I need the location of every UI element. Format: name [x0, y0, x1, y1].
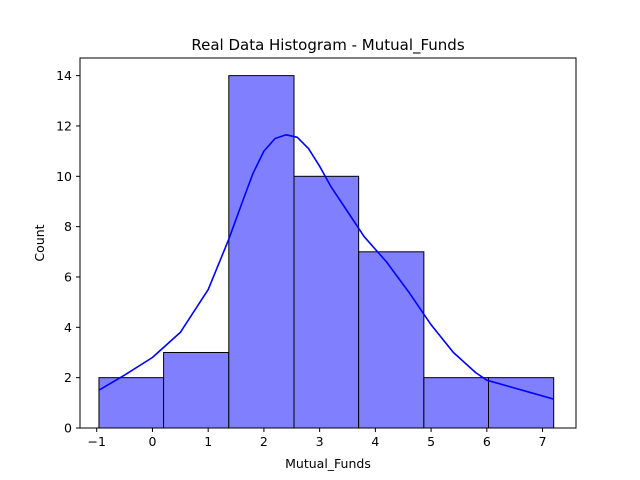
histogram-bar	[488, 377, 555, 429]
histogram-bar	[98, 377, 165, 429]
x-tick-label: 3	[316, 434, 324, 449]
y-tick-label: 0	[64, 421, 72, 436]
x-tick-label: 1	[204, 434, 212, 449]
y-axis-label: Count	[32, 224, 47, 261]
x-axis-label: Mutual_Funds	[285, 456, 371, 471]
histogram-bar	[423, 377, 490, 429]
x-tick-label: 2	[260, 434, 268, 449]
x-axis-ticks: −1 0 1 2 3 4 5 6 7	[88, 428, 547, 449]
histogram-bar	[163, 351, 230, 429]
x-tick-label: 7	[539, 434, 547, 449]
histogram-bar	[293, 175, 360, 429]
y-tick-label: 8	[64, 219, 72, 234]
bars-group	[98, 75, 555, 429]
y-tick-label: 14	[56, 68, 72, 83]
kde-curve	[98, 134, 554, 400]
x-tick-label: 6	[483, 434, 491, 449]
chart-title: Real Data Histogram - Mutual_Funds	[191, 36, 464, 55]
y-tick-label: 10	[56, 169, 72, 184]
y-axis-ticks: 0 2 4 6 8 10 12 14	[56, 68, 80, 436]
kde-group	[98, 134, 554, 400]
y-tick-label: 6	[64, 269, 72, 284]
y-tick-label: 12	[56, 118, 72, 133]
histogram-bar	[358, 251, 425, 429]
histogram-bar	[228, 75, 295, 429]
y-tick-label: 4	[64, 320, 72, 335]
x-tick-label: 4	[371, 434, 379, 449]
plot-frame	[79, 57, 577, 429]
x-tick-label: 5	[427, 434, 435, 449]
x-tick-label: 0	[148, 434, 156, 449]
y-tick-label: 2	[64, 370, 72, 385]
x-tick-label: −1	[88, 434, 106, 449]
